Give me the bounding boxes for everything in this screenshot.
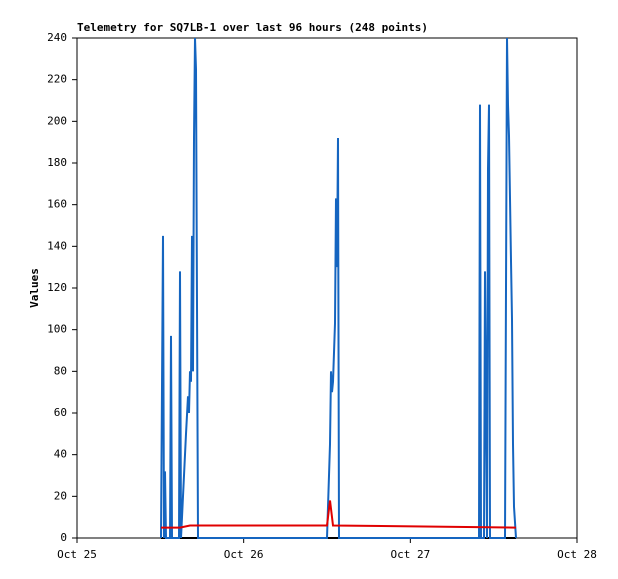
- y-tick-label: 80: [54, 364, 67, 377]
- y-tick-label: 100: [47, 323, 67, 336]
- y-tick-label: 140: [47, 239, 67, 252]
- y-tick-label: 200: [47, 114, 67, 127]
- y-tick-label: 60: [54, 406, 67, 419]
- y-axis-label: Values: [28, 268, 41, 308]
- y-tick-label: 240: [47, 31, 67, 44]
- y-tick-label: 180: [47, 156, 67, 169]
- plot-frame: [76, 37, 578, 539]
- chart-title: Telemetry for SQ7LB-1 over last 96 hours…: [77, 21, 428, 34]
- x-tick-label: Oct 25: [57, 548, 97, 561]
- series-line: [160, 37, 517, 539]
- x-tick-label: Oct 27: [390, 548, 430, 561]
- series-line: [161, 500, 517, 529]
- y-tick-label: 40: [54, 448, 67, 461]
- y-tick-label: 220: [47, 73, 67, 86]
- x-tick-label: Oct 28: [557, 548, 597, 561]
- y-tick-label: 0: [60, 531, 67, 544]
- y-tick-label: 160: [47, 198, 67, 211]
- y-tick-label: 20: [54, 489, 67, 502]
- y-tick-label: 120: [47, 281, 67, 294]
- x-tick-label: Oct 26: [224, 548, 264, 561]
